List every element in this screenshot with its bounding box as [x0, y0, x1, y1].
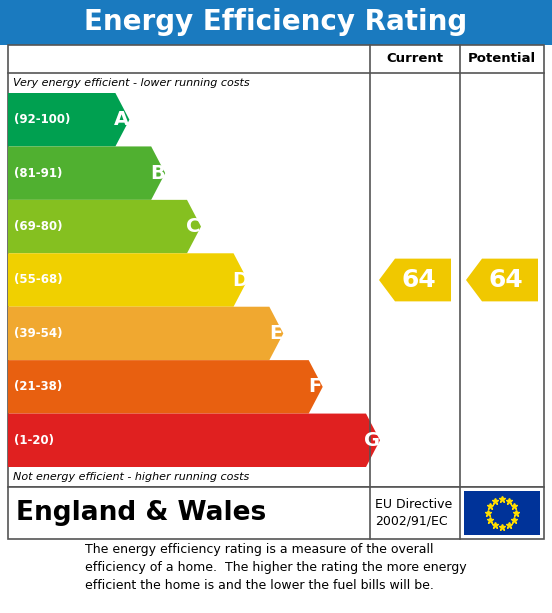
- Text: G: G: [364, 431, 380, 450]
- Polygon shape: [8, 414, 380, 467]
- Polygon shape: [8, 200, 201, 253]
- Bar: [8, 487, 544, 539]
- Polygon shape: [8, 93, 129, 147]
- Text: D: D: [232, 270, 248, 289]
- Polygon shape: [379, 259, 451, 302]
- Bar: [0, 0, 552, 45]
- Text: (1-20): (1-20): [14, 434, 54, 447]
- Text: EU Directive
2002/91/EC: EU Directive 2002/91/EC: [375, 498, 452, 528]
- Text: Not energy efficient - higher running costs: Not energy efficient - higher running co…: [13, 472, 250, 482]
- Polygon shape: [466, 259, 538, 302]
- Text: Current: Current: [386, 53, 443, 66]
- Polygon shape: [8, 360, 323, 414]
- Polygon shape: [8, 253, 247, 306]
- Text: The energy efficiency rating is a measure of the overall
efficiency of a home.  : The energy efficiency rating is a measur…: [85, 543, 467, 592]
- Text: (55-68): (55-68): [14, 273, 62, 286]
- Text: (69-80): (69-80): [14, 220, 62, 233]
- Text: (39-54): (39-54): [14, 327, 62, 340]
- Text: A: A: [114, 110, 129, 129]
- Text: E: E: [269, 324, 282, 343]
- Text: (92-100): (92-100): [14, 113, 70, 126]
- Text: Potential: Potential: [468, 53, 536, 66]
- Text: 64: 64: [489, 268, 523, 292]
- Text: (21-38): (21-38): [14, 380, 62, 394]
- Text: Very energy efficient - lower running costs: Very energy efficient - lower running co…: [13, 78, 250, 88]
- Polygon shape: [8, 306, 283, 360]
- Text: (81-91): (81-91): [14, 167, 62, 180]
- Text: B: B: [150, 164, 165, 183]
- Polygon shape: [8, 147, 165, 200]
- Text: England & Wales: England & Wales: [16, 500, 266, 526]
- Text: F: F: [309, 378, 322, 397]
- Text: C: C: [186, 217, 200, 236]
- Bar: [8, 45, 544, 487]
- Text: 64: 64: [402, 268, 437, 292]
- Text: Energy Efficiency Rating: Energy Efficiency Rating: [84, 9, 468, 37]
- Bar: [464, 491, 540, 535]
